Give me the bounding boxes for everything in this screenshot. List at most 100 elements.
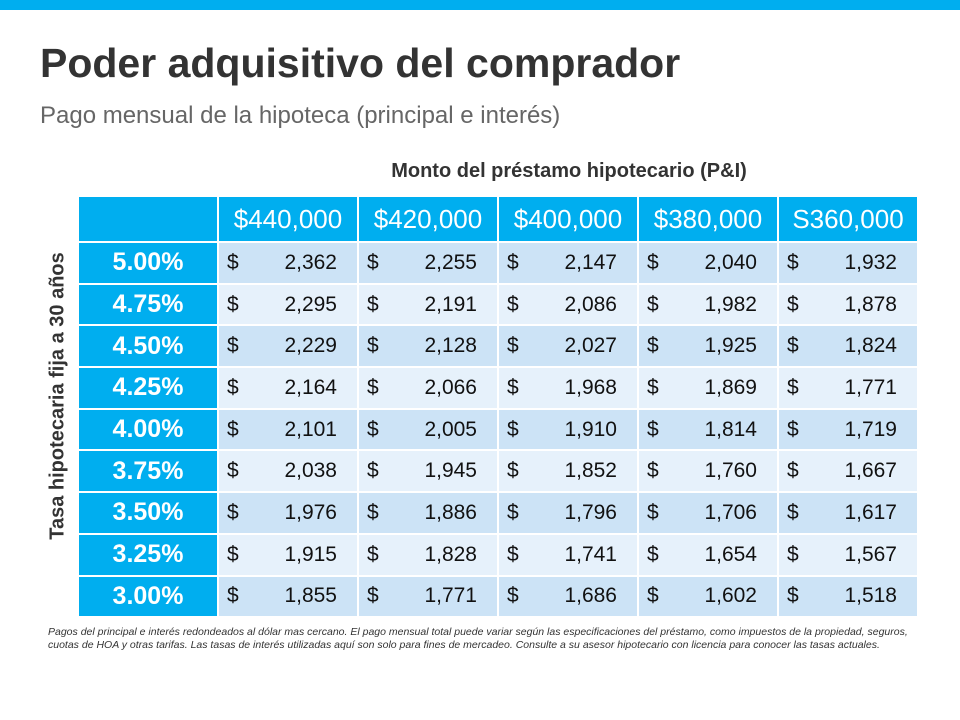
- column-header: $380,000: [639, 197, 777, 241]
- currency-symbol: $: [227, 500, 239, 524]
- payment-cell: $2,005: [359, 409, 497, 450]
- currency-symbol: $: [507, 334, 519, 358]
- payment-cell: $2,040: [639, 243, 777, 283]
- column-header: S360,000: [779, 197, 917, 241]
- page-subtitle: Pago mensual de la hipoteca (principal e…: [40, 102, 561, 129]
- payment-value: 1,686: [564, 584, 617, 608]
- currency-symbol: $: [367, 459, 379, 483]
- payment-value: 2,066: [424, 375, 477, 399]
- currency-symbol: $: [227, 417, 239, 441]
- payment-value: 1,855: [284, 584, 337, 608]
- table-row: 4.50% $2,229 $2,128 $2,027 $1,925 $1,824: [79, 326, 917, 367]
- currency-symbol: $: [787, 459, 799, 483]
- currency-symbol: $: [227, 542, 239, 566]
- payment-value: 1,932: [844, 250, 897, 274]
- payment-cell: $1,518: [779, 576, 917, 617]
- currency-symbol: $: [787, 584, 799, 608]
- payment-cell: $1,654: [639, 534, 777, 575]
- payment-cell: $1,686: [499, 576, 637, 617]
- payment-value: 1,925: [704, 334, 757, 358]
- column-group-label: Monto del préstamo hipotecario (P&I): [391, 160, 747, 182]
- payment-value: 2,255: [424, 250, 477, 274]
- payment-cell: $2,066: [359, 368, 497, 408]
- rate-cell: 4.25%: [79, 368, 217, 408]
- currency-symbol: $: [647, 292, 659, 316]
- currency-symbol: $: [227, 250, 239, 274]
- payment-value: 1,945: [424, 459, 477, 483]
- payment-cell: $1,796: [499, 493, 637, 533]
- footnote: Pagos del principal e interés redondeado…: [48, 626, 908, 651]
- currency-symbol: $: [507, 375, 519, 399]
- payment-value: 2,128: [424, 334, 477, 358]
- top-accent-bar: [0, 0, 960, 10]
- payment-value: 1,814: [704, 417, 757, 441]
- payment-cell: $1,602: [639, 576, 777, 617]
- rate-cell: 3.50%: [79, 493, 217, 533]
- payment-value: 2,005: [424, 417, 477, 441]
- rate-cell: 3.00%: [79, 576, 217, 617]
- payment-cell: $1,982: [639, 284, 777, 325]
- payment-cell: $2,191: [359, 284, 497, 325]
- rate-cell: 4.50%: [79, 326, 217, 367]
- payment-cell: $2,229: [219, 326, 357, 367]
- rate-cell: 3.75%: [79, 451, 217, 492]
- payment-value: 1,852: [564, 459, 617, 483]
- payment-cell: $2,255: [359, 243, 497, 283]
- payment-cell: $1,932: [779, 243, 917, 283]
- payment-cell: $1,915: [219, 534, 357, 575]
- currency-symbol: $: [647, 375, 659, 399]
- currency-symbol: $: [647, 334, 659, 358]
- payment-cell: $1,667: [779, 451, 917, 492]
- table-row: 5.00% $2,362 $2,255 $2,147 $2,040 $1,932: [79, 243, 917, 283]
- payment-value: 1,617: [844, 500, 897, 524]
- currency-symbol: $: [507, 500, 519, 524]
- currency-symbol: $: [367, 334, 379, 358]
- payment-value: 2,164: [284, 375, 337, 399]
- payment-cell: $1,828: [359, 534, 497, 575]
- payment-cell: $2,362: [219, 243, 357, 283]
- payment-value: 2,295: [284, 292, 337, 316]
- payment-cell: $1,814: [639, 409, 777, 450]
- table-row: 3.50% $1,976 $1,886 $1,796 $1,706 $1,617: [79, 493, 917, 533]
- payment-value: 2,040: [704, 250, 757, 274]
- currency-symbol: $: [787, 334, 799, 358]
- table-row: 3.25% $1,915 $1,828 $1,741 $1,654 $1,567: [79, 534, 917, 575]
- payment-value: 1,968: [564, 375, 617, 399]
- table-row: 3.00% $1,855 $1,771 $1,686 $1,602 $1,518: [79, 576, 917, 617]
- currency-symbol: $: [367, 584, 379, 608]
- currency-symbol: $: [647, 417, 659, 441]
- payment-table: $440,000 $420,000 $400,000 $380,000 S360,000…: [77, 195, 919, 618]
- currency-symbol: $: [647, 459, 659, 483]
- payment-cell: $1,617: [779, 493, 917, 533]
- payment-value: 2,086: [564, 292, 617, 316]
- currency-symbol: $: [367, 292, 379, 316]
- currency-symbol: $: [227, 375, 239, 399]
- currency-symbol: $: [787, 250, 799, 274]
- currency-symbol: $: [227, 459, 239, 483]
- payment-cell: $2,038: [219, 451, 357, 492]
- payment-cell: $1,968: [499, 368, 637, 408]
- payment-value: 2,038: [284, 459, 337, 483]
- payment-cell: $1,976: [219, 493, 357, 533]
- currency-symbol: $: [367, 417, 379, 441]
- payment-cell: $2,027: [499, 326, 637, 367]
- table-row: 4.75% $2,295 $2,191 $2,086 $1,982 $1,878: [79, 284, 917, 325]
- payment-value: 1,706: [704, 500, 757, 524]
- currency-symbol: $: [507, 542, 519, 566]
- currency-symbol: $: [787, 500, 799, 524]
- payment-cell: $1,760: [639, 451, 777, 492]
- currency-symbol: $: [647, 542, 659, 566]
- currency-symbol: $: [507, 459, 519, 483]
- payment-cell: $1,945: [359, 451, 497, 492]
- currency-symbol: $: [787, 292, 799, 316]
- payment-value: 2,147: [564, 250, 617, 274]
- payment-value: 1,824: [844, 334, 897, 358]
- payment-cell: $1,771: [779, 368, 917, 408]
- rate-cell: 5.00%: [79, 243, 217, 283]
- payment-value: 1,741: [564, 542, 617, 566]
- table-row: 3.75% $2,038 $1,945 $1,852 $1,760 $1,667: [79, 451, 917, 492]
- payment-value: 1,828: [424, 542, 477, 566]
- payment-cell: $2,101: [219, 409, 357, 450]
- column-header: $400,000: [499, 197, 637, 241]
- payment-value: 2,101: [284, 417, 337, 441]
